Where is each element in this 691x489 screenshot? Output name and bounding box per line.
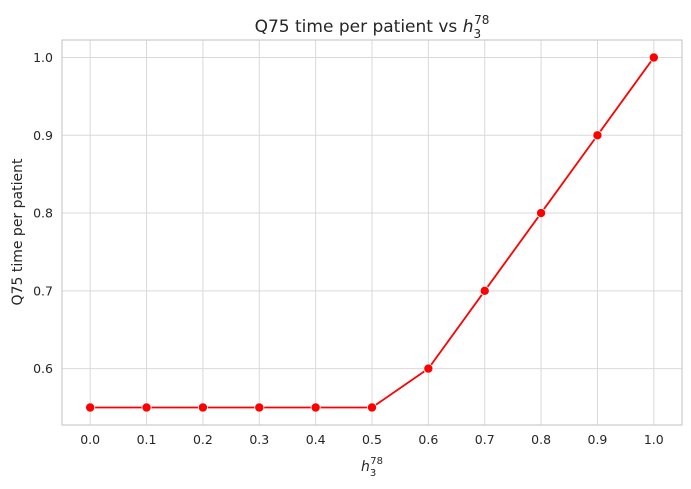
x-tick-label: 0.1 <box>137 432 157 447</box>
x-tick-label: 0.2 <box>193 432 213 447</box>
data-point <box>197 402 208 413</box>
x-tick-label: 0.6 <box>418 432 438 447</box>
y-tick-label: 0.7 <box>33 283 53 298</box>
data-point <box>479 285 490 296</box>
x-tick-label: 0.8 <box>531 432 551 447</box>
x-tick-label: 0.0 <box>80 432 100 447</box>
grid <box>62 40 682 425</box>
chart-title: Q75 time per patient vs h378 <box>255 13 490 41</box>
data-point <box>141 402 152 413</box>
y-tick-label: 0.9 <box>33 128 53 143</box>
series-q75 <box>85 52 659 413</box>
tick-labels: 0.0 0.1 0.2 0.3 0.4 0.5 0.6 0.7 0.8 0.9 1.0 0.6 0.7 0… <box>33 50 664 447</box>
x-tick-label: 0.4 <box>306 432 326 447</box>
data-point <box>648 52 659 63</box>
data-point <box>366 402 377 413</box>
data-point <box>85 402 96 413</box>
x-tick-label: 1.0 <box>644 432 664 447</box>
y-axis-label: Q75 time per patient <box>10 158 26 305</box>
x-axis-label: h378 <box>361 456 383 479</box>
x-tick-label: 0.5 <box>362 432 382 447</box>
y-tick-label: 0.6 <box>33 361 53 376</box>
data-point <box>310 402 321 413</box>
data-point <box>423 363 434 374</box>
x-tick-label: 0.7 <box>475 432 495 447</box>
data-point <box>592 130 603 141</box>
data-point <box>536 208 547 219</box>
y-tick-label: 0.8 <box>33 206 53 221</box>
data-point <box>254 402 265 413</box>
y-tick-label: 1.0 <box>33 50 53 65</box>
plot-frame <box>61 39 683 426</box>
x-tick-label: 0.9 <box>588 432 608 447</box>
x-tick-label: 0.3 <box>249 432 269 447</box>
